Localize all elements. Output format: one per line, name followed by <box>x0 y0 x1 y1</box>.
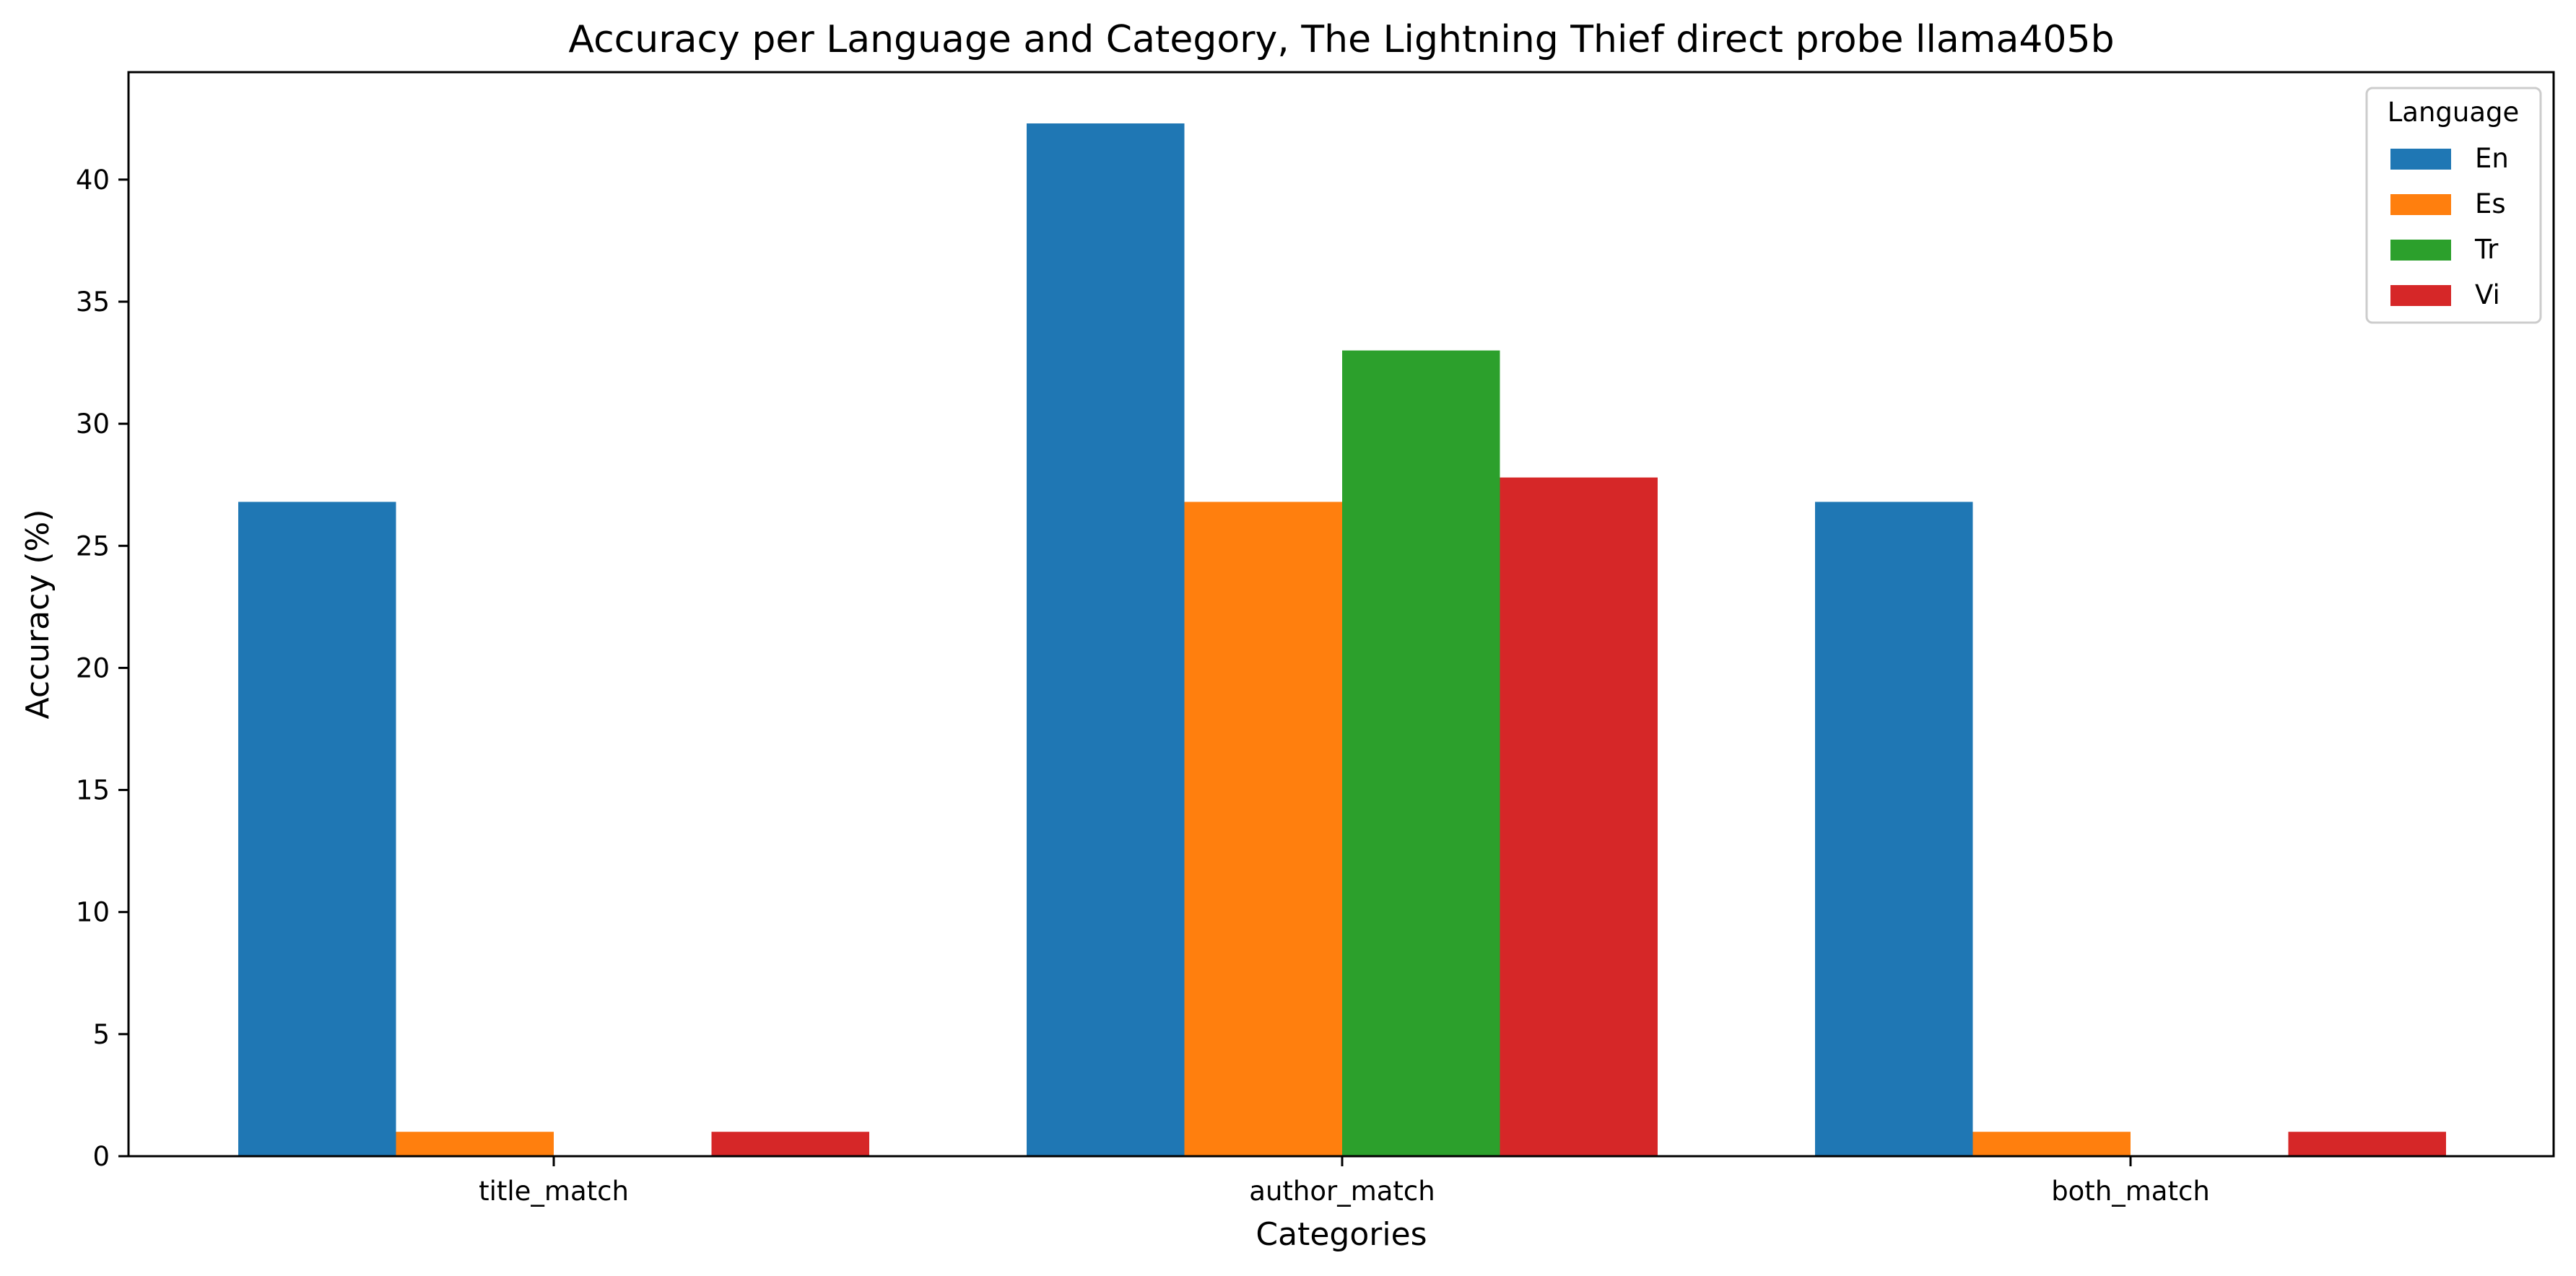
bar-es-author_match <box>1184 502 1342 1156</box>
plot-area <box>238 123 2446 1157</box>
y-tick-label: 20 <box>76 652 110 683</box>
y-tick-label: 40 <box>76 165 110 196</box>
bar-vi-title_match <box>711 1132 869 1156</box>
y-tick-label: 35 <box>76 287 110 318</box>
legend: Language En Es Tr Vi <box>2365 87 2542 324</box>
x-axis-label: Categories <box>1256 1216 1427 1253</box>
y-tick-label: 5 <box>92 1019 110 1050</box>
bar-es-both_match <box>1972 1132 2131 1156</box>
legend-swatch-tr <box>2390 240 2451 261</box>
x-axis: title_match author_match both_match <box>479 1156 2210 1207</box>
legend-label-vi: Vi <box>2475 279 2500 310</box>
y-tick-label: 15 <box>76 775 110 806</box>
y-tick-label: 0 <box>92 1141 110 1172</box>
y-tick-label: 30 <box>76 408 110 440</box>
legend-swatch-vi <box>2390 285 2451 306</box>
bar-vi-author_match <box>1500 477 1658 1156</box>
legend-label-en: En <box>2475 143 2509 174</box>
legend-title: Language <box>2388 97 2520 128</box>
legend-swatch-es <box>2390 194 2451 215</box>
bar-en-author_match <box>1027 123 1185 1156</box>
y-axis-label: Accuracy (%) <box>19 509 56 719</box>
legend-label-tr: Tr <box>2474 234 2499 265</box>
bar-en-both_match <box>1815 502 1973 1156</box>
chart-title: Accuracy per Language and Category, The … <box>568 18 2114 61</box>
legend-label-es: Es <box>2475 188 2506 219</box>
bar-vi-both_match <box>2288 1132 2446 1156</box>
bar-es-title_match <box>396 1132 554 1156</box>
y-axis: 0 5 10 15 20 25 30 35 40 <box>76 165 129 1172</box>
y-tick-label: 25 <box>76 530 110 561</box>
legend-frame <box>2365 87 2542 324</box>
y-tick-label: 10 <box>76 897 110 928</box>
legend-swatch-en <box>2390 149 2451 170</box>
bar-tr-author_match <box>1342 350 1500 1157</box>
x-tick-label-title_match: title_match <box>479 1176 629 1207</box>
x-tick-label-both_match: both_match <box>2051 1176 2210 1207</box>
legend-items: En Es Tr Vi <box>2390 143 2509 310</box>
bar-en-title_match <box>238 502 396 1156</box>
x-tick-label-author_match: author_match <box>1249 1176 1435 1207</box>
